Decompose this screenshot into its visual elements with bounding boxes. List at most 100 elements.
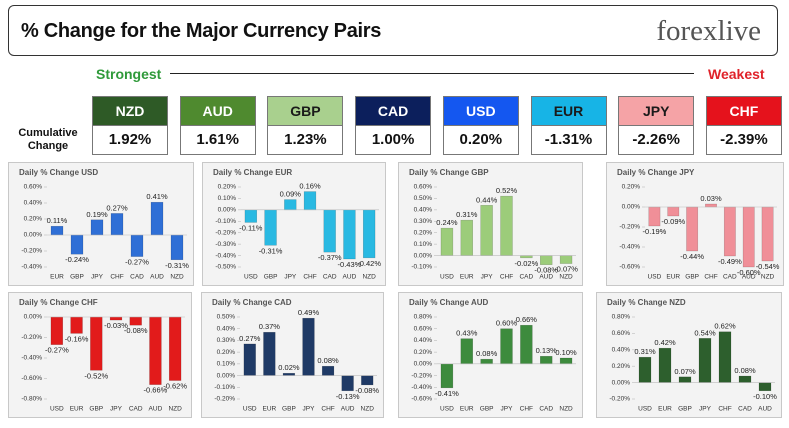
currency-name: JPY: [618, 96, 695, 126]
bar: [70, 234, 84, 255]
x-tick-label: CAD: [130, 274, 144, 281]
currency-card: EUR -1.31%: [530, 96, 607, 155]
x-tick-label: NZD: [559, 274, 573, 281]
logo: forexlive: [656, 15, 761, 47]
x-tick-label: CAD: [129, 406, 143, 413]
bar: [361, 375, 374, 386]
x-tick-label: USD: [440, 274, 454, 281]
x-tick-label: CAD: [519, 274, 533, 281]
currency-card: CHF -2.39%: [705, 96, 782, 155]
value-label: -0.08%: [124, 326, 148, 335]
x-tick-label: EUR: [460, 274, 474, 281]
x-tick-label: EUR: [50, 274, 64, 281]
bar: [130, 234, 144, 257]
bar: [341, 375, 354, 392]
y-tick-label: 0.60%: [24, 184, 43, 191]
bar: [638, 356, 652, 383]
x-tick-label: JPY: [110, 406, 123, 413]
x-tick-label: AUD: [742, 274, 756, 281]
bar: [70, 316, 83, 334]
value-label: -0.24%: [65, 255, 89, 264]
bar: [302, 317, 315, 376]
x-tick-label: CHF: [520, 406, 533, 413]
value-label: 0.41%: [146, 192, 168, 201]
x-tick-label: CAD: [539, 406, 553, 413]
y-tick-label: -0.40%: [215, 252, 236, 259]
x-tick-label: JPY: [481, 274, 494, 281]
value-label: -0.49%: [718, 257, 742, 266]
bar: [718, 331, 732, 383]
y-tick-label: 0.80%: [612, 314, 631, 321]
y-tick-label: -0.20%: [609, 396, 630, 403]
x-tick-label: EUR: [658, 406, 672, 413]
y-tick-label: 0.40%: [217, 325, 236, 332]
x-tick-label: JPY: [91, 274, 104, 281]
value-label: 0.24%: [436, 218, 458, 227]
value-label: -0.10%: [753, 392, 777, 401]
value-label: -0.44%: [680, 252, 704, 261]
y-tick-label: 0.20%: [218, 184, 237, 191]
y-tick-label: -0.20%: [21, 334, 42, 341]
y-tick-label: -0.60%: [411, 396, 432, 403]
bar: [263, 331, 276, 376]
x-tick-label: USD: [244, 274, 258, 281]
value-label: 0.52%: [496, 186, 518, 195]
bar: [50, 225, 64, 236]
chart-title: Daily % Change GBP: [409, 168, 489, 177]
value-label: 0.31%: [456, 210, 478, 219]
bar: [500, 328, 513, 365]
y-tick-label: -0.30%: [215, 241, 236, 248]
value-label: 0.10%: [555, 348, 577, 357]
y-tick-label: -0.40%: [619, 244, 640, 251]
currency-name: AUD: [179, 96, 256, 126]
chart-title: Daily % Change EUR: [213, 168, 292, 177]
x-tick-label: AUD: [758, 406, 772, 413]
value-label: -0.03%: [104, 321, 128, 330]
value-label: -0.08%: [534, 266, 558, 275]
currency-name: USD: [442, 96, 519, 126]
bar: [723, 206, 736, 257]
currency-name: GBP: [267, 96, 344, 126]
y-tick-label: 0.20%: [414, 349, 433, 356]
x-tick-label: EUR: [70, 406, 84, 413]
x-tick-label: CHF: [704, 274, 717, 281]
bar: [480, 205, 493, 256]
value-label: -0.43%: [338, 260, 362, 269]
x-tick-label: CHF: [303, 274, 316, 281]
currency-change: -2.39%: [705, 126, 782, 155]
y-tick-label: 0.40%: [414, 207, 433, 214]
value-label: -0.27%: [45, 346, 69, 355]
value-label: 0.11%: [47, 216, 68, 225]
x-tick-label: GBP: [89, 406, 103, 413]
chart-title: Daily % Change CAD: [212, 298, 292, 307]
chart: Daily % Change CAD -0.20% -0.10% 0.00% 0.10%…: [201, 292, 384, 418]
value-label: -0.52%: [84, 371, 108, 380]
y-tick-label: 0.60%: [414, 325, 433, 332]
currency-card: USD 0.20%: [442, 96, 519, 155]
bar: [284, 199, 297, 211]
value-label: -0.31%: [259, 246, 283, 255]
value-label: -0.19%: [643, 227, 667, 236]
y-tick-label: -0.80%: [21, 396, 42, 403]
y-tick-label: 0.60%: [414, 184, 433, 191]
bar: [540, 255, 553, 265]
x-tick-label: JPY: [284, 274, 297, 281]
value-label: 0.02%: [278, 363, 300, 372]
bar: [520, 255, 533, 259]
row-label: Cumulative Change: [18, 127, 78, 152]
bar: [90, 316, 103, 371]
value-label: 0.07%: [674, 367, 696, 376]
bar: [460, 219, 473, 256]
x-tick-label: GBP: [678, 406, 692, 413]
currency-name: NZD: [92, 96, 168, 126]
y-tick-label: 0.10%: [218, 195, 237, 202]
bar: [243, 343, 256, 376]
value-label: -0.08%: [355, 386, 379, 395]
bar: [440, 227, 454, 256]
y-tick-label: -0.10%: [214, 384, 235, 391]
x-tick-label: CHF: [718, 406, 731, 413]
y-tick-label: 0.60%: [612, 330, 631, 337]
x-tick-label: JPY: [501, 406, 514, 413]
y-tick-label: 0.20%: [612, 363, 631, 370]
value-label: 0.43%: [456, 329, 478, 338]
